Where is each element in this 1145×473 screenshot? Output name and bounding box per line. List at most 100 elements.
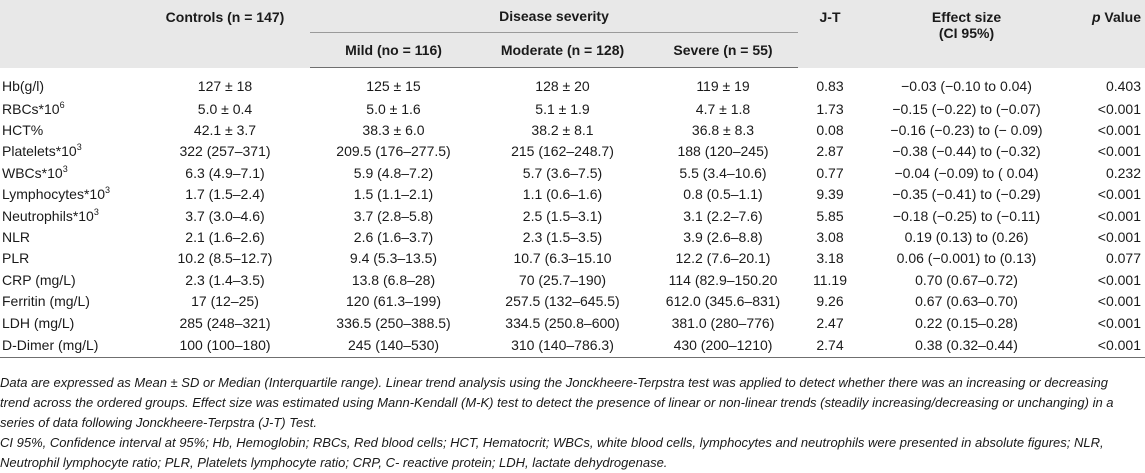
cell-effect-size: 0.19 (0.13) to (0.26) [904,229,1029,246]
cell-mild: 120 (61.3–199) [346,293,441,310]
footnote-abbreviations: CI 95%, Confidence interval at 95%; Hb, … [0,435,1104,470]
cell-severe: 188 (120–245) [677,143,769,160]
cell-variable: HCT% [0,119,140,140]
cell-jt: 3.18 [816,250,844,267]
cell-mild: 1.5 (1.1–2.1) [353,186,434,203]
cell-severe: 119 ± 19 [696,78,750,94]
header-mild: Mild (no = 116) [310,32,477,68]
variable-exponent: 3 [76,142,82,153]
cell-p-value: <0.001 [1097,186,1141,203]
cell-moderate: 5.7 (3.6–7.5) [522,164,603,181]
cell-jt: 1.73 [816,100,844,117]
cell-mild: 38.3 ± 6.0 [362,122,425,139]
header-effect-size-line2: (CI 95%) [938,25,995,41]
header-disease-severity: Disease severity [310,0,798,33]
variable-exponent: 3 [93,206,99,217]
cell-jt: 2.74 [798,333,862,359]
footnote-methods: Data are expressed as Mean ± SD or Media… [0,375,1114,430]
variable-exponent: 6 [59,99,65,110]
cell-effect-size: 0.38 (0.32–0.44) [862,333,1071,359]
cell-controls: 5.0 ± 0.4 [197,100,253,117]
cell-p-value: 0.077 [1105,250,1141,267]
cell-effect-size: 0.67 (0.63–0.70) [915,293,1018,310]
cell-mild: 13.8 (6.8–28) [351,271,436,288]
variable-label: Ferritin (mg/L) [2,293,90,310]
variable-label: Hb(g/l) [2,77,45,94]
results-table: Controls (n = 147) Disease severity J-T … [0,0,1145,359]
cell-moderate: 257.5 (132–645.5) [505,293,620,310]
cell-mild: 9.4 (5.3–13.5) [349,250,438,267]
cell-controls: 17 (12–25) [191,293,259,310]
variable-label: Lymphocytes*10 [2,186,105,203]
cell-p-value: <0.001 [1071,333,1145,359]
cell-controls: 285 (248–321) [179,314,271,331]
cell-controls: 2.1 (1.6–2.6) [185,229,265,246]
cell-p-value: <0.001 [1097,100,1141,117]
cell-p-value: <0.001 [1097,271,1141,288]
cell-p-value: <0.001 [1097,122,1141,139]
cell-moderate: 334.5 (250.8–600) [505,314,620,331]
variable-label: CRP (mg/L) [2,271,76,288]
table-body: Hb(g/l) 127 ± 18 125 ± 15 128 ± 20 119 ± 19 0… [0,68,1145,359]
cell-variable: RBCs*106 [0,98,140,119]
cell-controls: 3.7 (3.0–4.6) [185,207,265,224]
table-row: PLR 10.2 (8.5–12.7) 9.4 (5.3–13.5) 10.7 (6.… [0,248,1145,269]
cell-variable: NLR [0,226,140,247]
cell-moderate: 5.1 ± 1.9 [535,100,590,117]
cell-moderate: 215 (162–248.7) [511,143,614,160]
cell-severe: 381.0 (280–776) [671,314,775,331]
table-row: Ferritin (mg/L) 17 (12–25) 120 (61.3–199) 2… [0,291,1145,312]
cell-jt: 2.47 [816,314,844,331]
cell-effect-size: −0.15 (−0.22) to (−0.07) [892,100,1041,117]
cell-moderate: 38.2 ± 8.1 [531,122,594,139]
cell-moderate: 1.1 (0.6–1.6) [522,186,603,203]
variable-label: RBCs*10 [2,100,60,117]
cell-severe: 0.8 (0.5–1.1) [683,186,763,203]
cell-severe: 114 (82.9–150.20 [668,271,778,288]
cell-mild: 245 (140–530) [310,333,477,359]
variable-exponent: 3 [62,163,68,174]
cell-variable: LDH (mg/L) [0,312,140,333]
table-row: LDH (mg/L) 285 (248–321) 336.5 (250–388.5)… [0,312,1145,333]
cell-variable: Lymphocytes*103 [0,184,140,205]
cell-controls: 10.2 (8.5–12.7) [177,250,273,267]
cell-jt: 3.08 [816,229,844,246]
cell-effect-size: −0.04 (−0.09) to ( 0.04) [894,164,1039,181]
header-effect-size-line1: Effect size [931,9,1002,25]
table-row: Neutrophils*103 3.7 (3.0–4.6) 3.7 (2.8–5.8… [0,205,1145,226]
variable-label: NLR [2,229,31,246]
cell-variable: Hb(g/l) [0,68,140,99]
cell-p-value: <0.001 [1097,207,1141,224]
header-jt: J-T [798,0,862,68]
cell-severe: 5.5 (3.4–10.6) [679,164,767,181]
table-row: D-Dimer (mg/L) 100 (100–180) 245 (140–530)… [0,333,1145,359]
cell-effect-size: −0.38 (−0.44) to (−0.32) [892,143,1041,160]
table-row: NLR 2.1 (1.6–2.6) 2.6 (1.6–3.7) 2.3 (1.5–3.… [0,226,1145,247]
cell-mild: 209.5 (176–277.5) [336,143,451,160]
cell-p-value: <0.001 [1097,293,1141,310]
cell-severe: 3.1 (2.2–7.6) [683,207,763,224]
cell-moderate: 2.3 (1.5–3.5) [522,229,603,246]
variable-label: LDH (mg/L) [2,314,75,331]
cell-controls: 127 ± 18 [197,77,253,94]
cell-p-value: <0.001 [1097,314,1141,331]
cell-p-value: <0.001 [1097,229,1141,246]
cell-controls: 6.3 (4.9–7.1) [185,164,265,181]
cell-severe: 4.7 ± 1.8 [695,100,751,117]
header-severe: Severe (n = 55) [648,32,798,68]
cell-mild: 336.5 (250–388.5) [336,314,451,331]
header-variable [0,0,140,68]
cell-p-value: <0.001 [1097,143,1141,160]
cell-mild: 3.7 (2.8–5.8) [353,207,434,224]
header-effect-size: Effect size (CI 95%) [862,0,1071,68]
cell-effect-size: −0.03 (−0.10 to 0.04) [901,77,1032,94]
cell-variable: Ferritin (mg/L) [0,291,140,312]
cell-variable: Platelets*103 [0,141,140,162]
cell-mild: 2.6 (1.6–3.7) [353,229,434,246]
cell-controls: 1.7 (1.5–2.4) [185,186,265,203]
cell-variable: Neutrophils*103 [0,205,140,226]
table-row: Platelets*103 322 (257–371) 209.5 (176–277… [0,141,1145,162]
cell-variable: D-Dimer (mg/L) [0,333,140,359]
cell-variable: PLR [0,248,140,269]
table-footnotes: Data are expressed as Mean ± SD or Media… [0,373,1140,473]
